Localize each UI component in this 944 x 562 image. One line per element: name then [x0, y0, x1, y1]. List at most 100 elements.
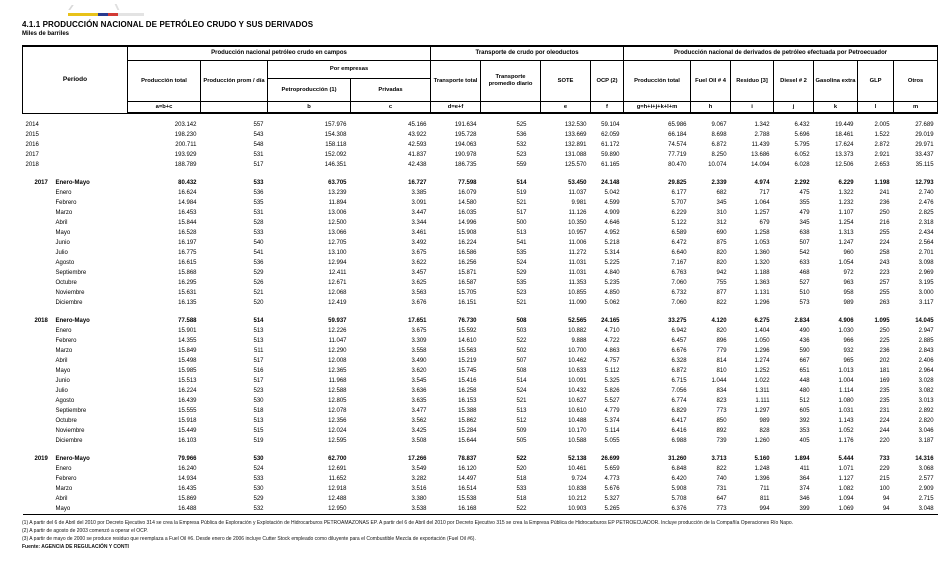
value-cell: 3.563 [411, 290, 427, 296]
value-cell: 1.069 [838, 506, 854, 512]
value-cell: 10.957 [568, 230, 587, 236]
value-cell: 731 [716, 486, 727, 492]
value-cell: 514 [516, 180, 527, 186]
value-cell: 1.396 [754, 476, 770, 482]
row-period: Agosto [55, 398, 75, 404]
value-cell: 1.082 [838, 486, 854, 492]
row-period-label: Septiembre [23, 406, 128, 416]
value-cell: 1.522 [874, 132, 890, 138]
value-cell: 1.022 [754, 378, 770, 384]
value-cell: 965 [843, 358, 854, 364]
value-cell: 5.062 [604, 300, 620, 306]
value-cell: 2.964 [918, 368, 934, 374]
value-cell: 2.577 [918, 476, 934, 482]
value-cell: 519 [253, 438, 264, 444]
value-cell: 533 [253, 230, 264, 236]
value-cell: 633 [799, 260, 810, 266]
value-cell: 6.732 [671, 290, 687, 296]
value-cell: 739 [716, 438, 727, 444]
value-cell: 436 [799, 338, 810, 344]
value-cell: 963 [843, 280, 854, 286]
value-cell: 513 [516, 408, 527, 414]
value-cell: 6.872 [711, 142, 727, 148]
value-cell: 10.212 [568, 496, 587, 502]
page-subtitle: Miles de barriles [22, 31, 70, 37]
spacer-cell [23, 446, 938, 454]
value-cell: 26.699 [601, 456, 620, 462]
row-period-label: Diciembre [23, 298, 128, 308]
value-cell: 3.385 [411, 190, 427, 196]
value-cell: 2.820 [918, 418, 934, 424]
value-cell: 35.115 [915, 162, 934, 168]
value-cell: 399 [799, 506, 810, 512]
value-cell: 15.219 [458, 358, 477, 364]
row-period: Abril [55, 220, 68, 226]
value-cell: 822 [716, 300, 727, 306]
value-cell: 520 [253, 300, 264, 306]
value-cell: 513 [253, 418, 264, 424]
value-cell: 647 [716, 496, 727, 502]
value-cell: 15.918 [178, 418, 197, 424]
value-cell: 711 [759, 486, 770, 492]
value-cell: 6.229 [671, 210, 687, 216]
value-cell: 994 [759, 506, 770, 512]
value-cell: 11.353 [568, 280, 587, 286]
value-cell: 12.950 [328, 506, 347, 512]
value-cell: 5.696 [794, 132, 810, 138]
row-period-label: Febrero [23, 474, 128, 484]
footnote-1: (1) A partir del 6 de Abril del 2010 por… [22, 520, 794, 526]
section-spacer [23, 170, 938, 178]
value-cell: 2.921 [874, 152, 890, 158]
row-period-label: 2014 [23, 120, 128, 130]
letter-cell: a=b+c [127, 101, 201, 114]
value-cell: 77.719 [668, 152, 687, 158]
row-period: Junio [55, 378, 70, 384]
value-cell: 958 [843, 290, 854, 296]
row-year: 2019 [34, 456, 48, 462]
value-cell: 3.117 [919, 300, 934, 306]
col-header-por-empresas: Por empresas [266, 60, 432, 79]
row-period-label: Abril [23, 218, 128, 228]
value-cell: 5.055 [604, 438, 620, 444]
col-header-residuo: Residuo [3] [730, 60, 775, 102]
value-cell: 1.143 [838, 418, 854, 424]
value-cell: 80.432 [178, 180, 197, 186]
row-year: 2017 [25, 152, 39, 158]
row-period: Febrero [55, 338, 77, 344]
value-cell: 250 [879, 328, 890, 334]
row-period: Enero-Mayo [55, 180, 90, 186]
value-cell: 6.432 [794, 122, 810, 128]
table-row: Septiembre 15.868 529 12.411 3.457 15.871 529 1… [23, 268, 938, 278]
value-cell: 517 [516, 210, 527, 216]
value-cell: 1.274 [754, 358, 770, 364]
value-cell: 11.652 [328, 476, 347, 482]
value-cell: 1.296 [754, 300, 770, 306]
row-period: Enero [55, 466, 72, 472]
value-cell: 523 [253, 388, 264, 394]
value-cell: 5.676 [604, 486, 620, 492]
value-cell: 411 [799, 466, 810, 472]
value-cell: 12.671 [328, 280, 347, 286]
value-cell: 16.224 [178, 388, 197, 394]
value-cell: 4.952 [604, 230, 620, 236]
value-cell: 524 [516, 260, 527, 266]
value-cell: 1.232 [838, 200, 854, 206]
row-period: Julio [55, 388, 68, 394]
value-cell: 4.722 [604, 338, 620, 344]
value-cell: 1.114 [838, 388, 854, 394]
value-cell: 15.862 [458, 418, 477, 424]
value-cell: 17.651 [408, 318, 427, 324]
value-cell: 820 [716, 250, 727, 256]
value-cell: 2.892 [918, 408, 934, 414]
value-cell: 548 [253, 142, 264, 148]
value-cell: 7.056 [671, 388, 687, 394]
value-cell: 203.142 [174, 122, 197, 128]
value-cell: 16.624 [178, 190, 197, 196]
sub-header-row-2: Petroproducción (1) Privadas [23, 78, 938, 102]
value-cell: 16.514 [458, 486, 477, 492]
col-header-transporte-total: Transporte total [430, 60, 482, 102]
letter-cell: k [813, 101, 859, 114]
value-cell: 1.004 [838, 378, 854, 384]
value-cell: 508 [516, 318, 527, 324]
